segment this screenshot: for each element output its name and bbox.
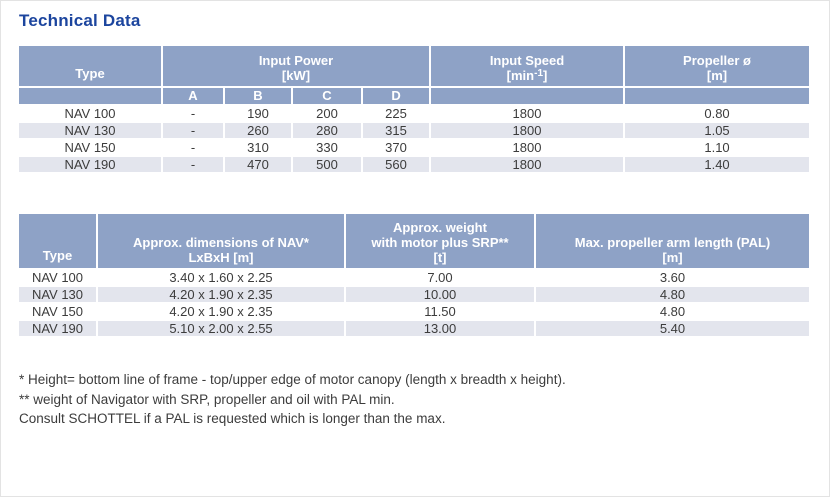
footnote-height-definition: * Height= bottom line of frame - top/upp… <box>19 372 566 387</box>
table-row-nav130: NAV 130 - 260 280 315 1800 1.05 <box>17 121 812 140</box>
cell-power-c: 330 <box>291 138 363 157</box>
cell-type: NAV 150 <box>17 138 163 157</box>
cell-weight: 11.50 <box>344 302 536 321</box>
cell-speed: 1800 <box>429 138 626 157</box>
footnotes: * Height= bottom line of frame - top/upp… <box>19 370 813 429</box>
table-row-nav100: NAV 100 - 190 200 225 1800 0.80 <box>17 104 812 123</box>
cell-weight: 7.00 <box>344 268 536 287</box>
subheader-col-a: A <box>161 86 225 106</box>
table1-header-row: Type Input Power [kW] Input Speed [min-1… <box>17 44 812 88</box>
cell-type: NAV 190 <box>17 319 98 338</box>
cell-power-d: 315 <box>360 121 432 140</box>
subheader-col-d: D <box>360 86 432 106</box>
footnote-consult-schottel: Consult SCHOTTEL if a PAL is requested w… <box>19 411 446 426</box>
cell-speed: 1800 <box>429 155 626 174</box>
cell-type: NAV 130 <box>17 285 98 304</box>
col-header-type: Type <box>17 44 163 88</box>
subheader-empty-speed <box>429 86 626 106</box>
cell-power-a: - <box>161 121 225 140</box>
col-header-input-power: Input Power [kW] <box>160 44 432 88</box>
cell-power-b: 260 <box>223 121 293 140</box>
cell-dimensions: 4.20 x 1.90 x 2.35 <box>96 302 346 321</box>
cell-power-c: 200 <box>291 104 363 123</box>
cell-power-b: 310 <box>223 138 293 157</box>
cell-power-a: - <box>161 138 225 157</box>
col-header-propeller-diameter: Propeller ø [m] <box>623 44 812 88</box>
table-row-nav150: NAV 150 4.20 x 1.90 x 2.35 11.50 4.80 <box>17 302 811 321</box>
cell-power-d: 560 <box>360 155 432 174</box>
cell-type: NAV 100 <box>17 104 163 123</box>
table1-subheader-row: A B C D <box>17 86 812 106</box>
cell-weight: 13.00 <box>344 319 536 338</box>
cell-propeller: 1.05 <box>623 121 812 140</box>
table-row-nav130: NAV 130 4.20 x 1.90 x 2.35 10.00 4.80 <box>17 285 811 304</box>
subheader-col-b: B <box>223 86 293 106</box>
cell-dimensions: 4.20 x 1.90 x 2.35 <box>96 285 346 304</box>
cell-pal: 3.60 <box>534 268 811 287</box>
table-row-nav190: NAV 190 5.10 x 2.00 x 2.55 13.00 5.40 <box>17 319 811 338</box>
cell-power-b: 470 <box>223 155 293 174</box>
table-row-nav190: NAV 190 - 470 500 560 1800 1.40 <box>17 155 812 174</box>
subheader-empty-propeller <box>623 86 812 106</box>
col-header-weight: Approx. weight with motor plus SRP** [t] <box>344 212 536 270</box>
col-header-pal: Max. propeller arm length (PAL) [m] <box>534 212 811 270</box>
cell-type: NAV 190 <box>17 155 163 174</box>
cell-power-d: 225 <box>360 104 432 123</box>
col-header-input-speed: Input Speed [min-1] <box>429 44 626 88</box>
table2-header-row: Type Approx. dimensions of NAV* LxBxH [m… <box>17 212 811 270</box>
subheader-empty-type <box>17 86 163 106</box>
cell-speed: 1800 <box>429 104 626 123</box>
cell-power-a: - <box>161 104 225 123</box>
subheader-col-c: C <box>291 86 363 106</box>
cell-pal: 4.80 <box>534 302 811 321</box>
col-header-dimensions: Approx. dimensions of NAV* LxBxH [m] <box>96 212 346 270</box>
col-header-type: Type <box>17 212 98 270</box>
table-row-nav100: NAV 100 3.40 x 1.60 x 2.25 7.00 3.60 <box>17 268 811 287</box>
cell-propeller: 1.10 <box>623 138 812 157</box>
cell-power-b: 190 <box>223 104 293 123</box>
table-row-nav150: NAV 150 - 310 330 370 1800 1.10 <box>17 138 812 157</box>
cell-dimensions: 3.40 x 1.60 x 2.25 <box>96 268 346 287</box>
cell-speed: 1800 <box>429 121 626 140</box>
cell-power-a: - <box>161 155 225 174</box>
cell-pal: 5.40 <box>534 319 811 338</box>
cell-type: NAV 100 <box>17 268 98 287</box>
cell-power-c: 280 <box>291 121 363 140</box>
cell-power-c: 500 <box>291 155 363 174</box>
page-title: Technical Data <box>19 11 141 30</box>
cell-type: NAV 130 <box>17 121 163 140</box>
input-power-table: Type Input Power [kW] Input Speed [min-1… <box>17 44 812 174</box>
footnote-weight-definition: ** weight of Navigator with SRP, propell… <box>19 391 395 407</box>
cell-pal: 4.80 <box>534 285 811 304</box>
cell-dimensions: 5.10 x 2.00 x 2.55 <box>96 319 346 338</box>
cell-weight: 10.00 <box>344 285 536 304</box>
cell-propeller: 1.40 <box>623 155 812 174</box>
cell-propeller: 0.80 <box>623 104 812 123</box>
dimensions-weight-table: Type Approx. dimensions of NAV* LxBxH [m… <box>17 212 811 338</box>
cell-type: NAV 150 <box>17 302 98 321</box>
cell-power-d: 370 <box>360 138 432 157</box>
superscript-minus-one: -1 <box>534 68 544 79</box>
